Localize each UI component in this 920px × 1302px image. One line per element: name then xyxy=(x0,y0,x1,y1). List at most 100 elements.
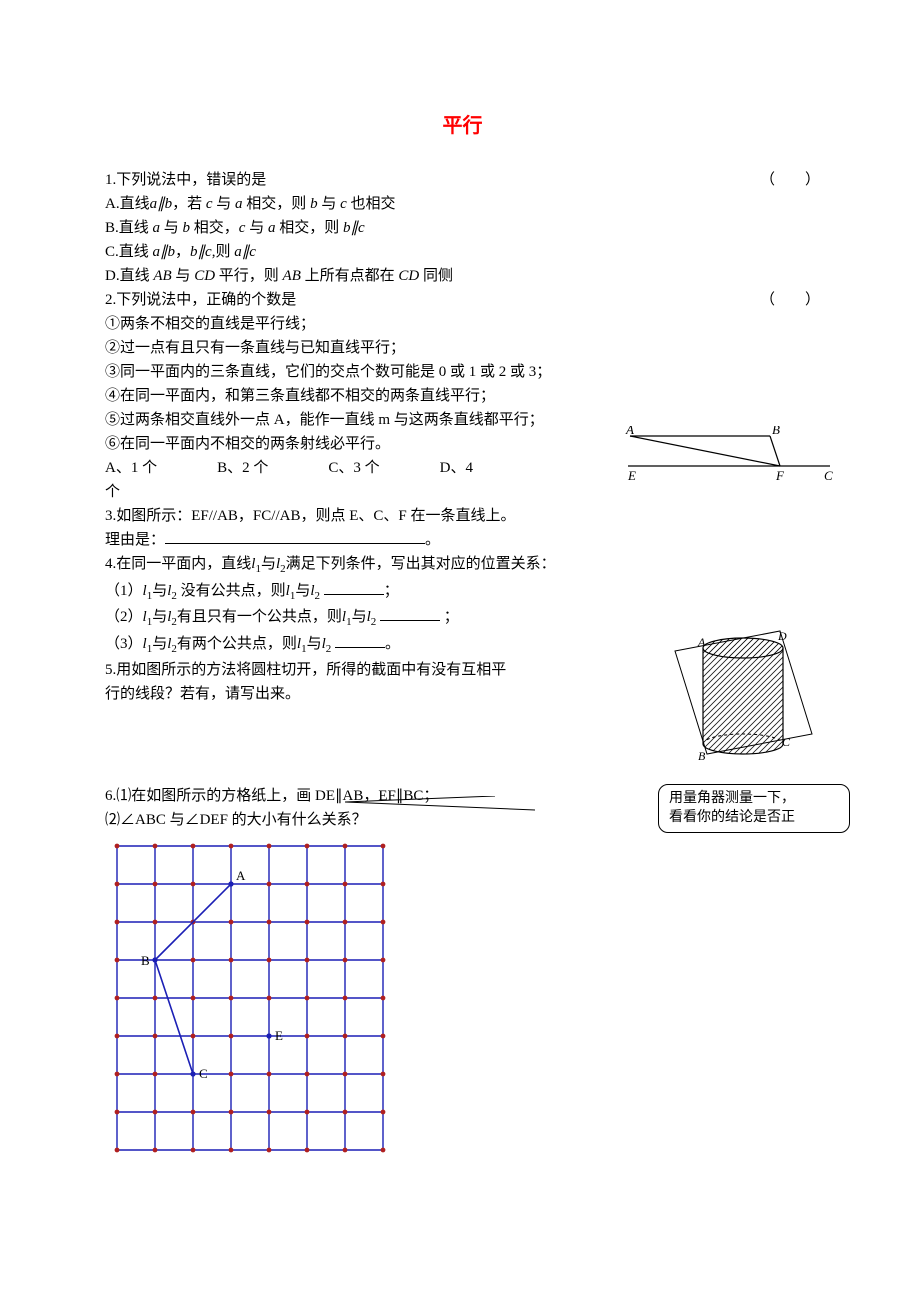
text: a∥b xyxy=(150,196,173,212)
text: a xyxy=(153,220,161,236)
svg-text:C: C xyxy=(199,1066,208,1081)
q2-stem: 2.下列说法中，正确的个数是 xyxy=(105,288,296,312)
text: 与 xyxy=(295,583,310,599)
q1-opt-a[interactable]: A.直线a∥b，若 c 与 a 相交，则 b 与 c 也相交 xyxy=(105,192,820,216)
text: 与 xyxy=(318,196,341,212)
q2-s6-row: ⑥在同一平面内不相交的两条射线必平行。 A B E F C xyxy=(105,432,820,456)
text: 2 xyxy=(315,590,321,602)
text: 理由是： xyxy=(105,532,165,548)
q3-blank[interactable] xyxy=(165,528,425,544)
text: 2 xyxy=(326,643,332,655)
text: 相交，则 xyxy=(243,196,311,212)
q2-opt-b[interactable]: B、2 个 xyxy=(217,456,268,480)
text: ； xyxy=(444,609,459,625)
text: 与 xyxy=(261,556,276,572)
text: 与 xyxy=(245,220,268,236)
text: （2） xyxy=(105,609,143,625)
text: a∥b xyxy=(153,244,176,260)
q4-blank2[interactable] xyxy=(380,605,440,621)
q1-opt-c[interactable]: C.直线 a∥b，b∥c,则 a∥c xyxy=(105,240,820,264)
text: ， xyxy=(175,244,190,260)
q2-tail: 个 xyxy=(105,480,820,504)
text: AB xyxy=(283,268,301,284)
q1-stem: 1.下列说法中，错误的是 xyxy=(105,168,266,192)
text: CD xyxy=(194,268,215,284)
text: c xyxy=(340,196,347,212)
text: 同侧 xyxy=(419,268,453,284)
cyl-B: B xyxy=(698,749,706,763)
q2-opt-a[interactable]: A、1 个 xyxy=(105,456,157,480)
label-F: F xyxy=(775,468,785,482)
svg-text:E: E xyxy=(275,1028,283,1043)
q2-opt-d[interactable]: D、4 xyxy=(440,456,473,480)
text: 没有公共点，则 xyxy=(177,583,286,599)
text: b xyxy=(310,196,318,212)
text: 满足下列条件，写出其对应的位置关系： xyxy=(286,556,556,572)
text: ； xyxy=(384,583,399,599)
q3-line1: 3.如图所示：EF//AB，FC//AB，则点 E、C、F 在一条直线上。 xyxy=(105,504,820,528)
label-A: A xyxy=(625,426,634,437)
text: 也相交 xyxy=(347,196,396,212)
text: c xyxy=(206,196,213,212)
q4-blank1[interactable] xyxy=(324,579,384,595)
q2-s4: ④在同一平面内，和第三条直线都不相交的两条直线平行； xyxy=(105,384,820,408)
q4-p1: （1）l1与l2 没有公共点，则l1与l2 ； xyxy=(105,579,820,606)
cyl-A: A xyxy=(697,635,706,649)
text: b∥c xyxy=(190,244,212,260)
q2-paren[interactable]: （ ） xyxy=(760,288,820,312)
q2-s1: ①两条不相交的直线是平行线； xyxy=(105,312,820,336)
text: ，若 xyxy=(172,196,206,212)
cyl-D: D xyxy=(777,629,787,643)
q6-line2: ⑵∠ABC 与∠DEF 的大小有什么关系？ xyxy=(105,808,820,832)
text: （1） xyxy=(105,583,143,599)
text: 相交， xyxy=(190,220,239,236)
text: CD xyxy=(398,268,419,284)
text: 平行，则 xyxy=(215,268,283,284)
text: 与 xyxy=(352,609,367,625)
text: 。 xyxy=(425,532,440,548)
cyl-C: C xyxy=(782,735,791,749)
q1-paren[interactable]: （ ） xyxy=(760,168,820,192)
text: b∥c xyxy=(343,220,365,236)
text: 与 xyxy=(213,196,236,212)
q2-s6: ⑥在同一平面内不相交的两条射线必平行。 xyxy=(105,436,390,452)
svg-text:A: A xyxy=(236,868,246,883)
text: 4.在同一平面内，直线 xyxy=(105,556,251,572)
text: 。 xyxy=(385,636,400,652)
q4-stem: 4.在同一平面内，直线l1与l2满足下列条件，写出其对应的位置关系： xyxy=(105,552,820,579)
q1-stem-row: 1.下列说法中，错误的是 （ ） xyxy=(105,168,820,192)
text: a∥c xyxy=(234,244,256,260)
q1-opt-d[interactable]: D.直线 AB 与 CD 平行，则 AB 上所有点都在 CD 同侧 xyxy=(105,264,820,288)
q1-opt-b[interactable]: B.直线 a 与 b 相交，c 与 a 相交，则 b∥c xyxy=(105,216,820,240)
label-C: C xyxy=(824,468,833,482)
text: C.直线 xyxy=(105,244,153,260)
text: B.直线 xyxy=(105,220,153,236)
q6-wrap: 6.⑴在如图所示的方格纸上，画 DE∥AB，EF∥BC； ⑵∠ABC 与∠DEF… xyxy=(105,784,820,1172)
text: 有且只有一个公共点，则 xyxy=(177,609,342,625)
text: 与 xyxy=(152,583,167,599)
callout-l1: 用量角器测量一下， xyxy=(669,789,839,809)
text: 与 xyxy=(307,636,322,652)
triangle-figure: A B E F C xyxy=(620,426,840,482)
q3-line2: 理由是： 。 xyxy=(105,528,820,552)
q4-blank3[interactable] xyxy=(335,632,385,648)
text: ,则 xyxy=(212,244,235,260)
q2-opt-c[interactable]: C、3 个 xyxy=(328,456,379,480)
text: 2 xyxy=(371,616,377,628)
text: 相交，则 xyxy=(275,220,343,236)
text: D.直线 xyxy=(105,268,153,284)
text: 与 xyxy=(152,609,167,625)
text: 与 xyxy=(152,636,167,652)
label-E: E xyxy=(627,468,636,482)
text: 上所有点都在 xyxy=(301,268,399,284)
text: 与 xyxy=(172,268,195,284)
q2-s2: ②过一点有且只有一条直线与已知直线平行； xyxy=(105,336,820,360)
text: 有两个公共点，则 xyxy=(177,636,297,652)
label-B: B xyxy=(772,426,780,437)
svg-text:B: B xyxy=(141,953,150,968)
text: b xyxy=(183,220,191,236)
q2-s3: ③同一平面内的三条直线，它们的交点个数可能是 0 或 1 或 2 或 3； xyxy=(105,360,820,384)
grid-figure: A B C E xyxy=(105,834,405,1164)
text: 与 xyxy=(160,220,183,236)
cylinder-figure: A D B C xyxy=(670,626,820,766)
